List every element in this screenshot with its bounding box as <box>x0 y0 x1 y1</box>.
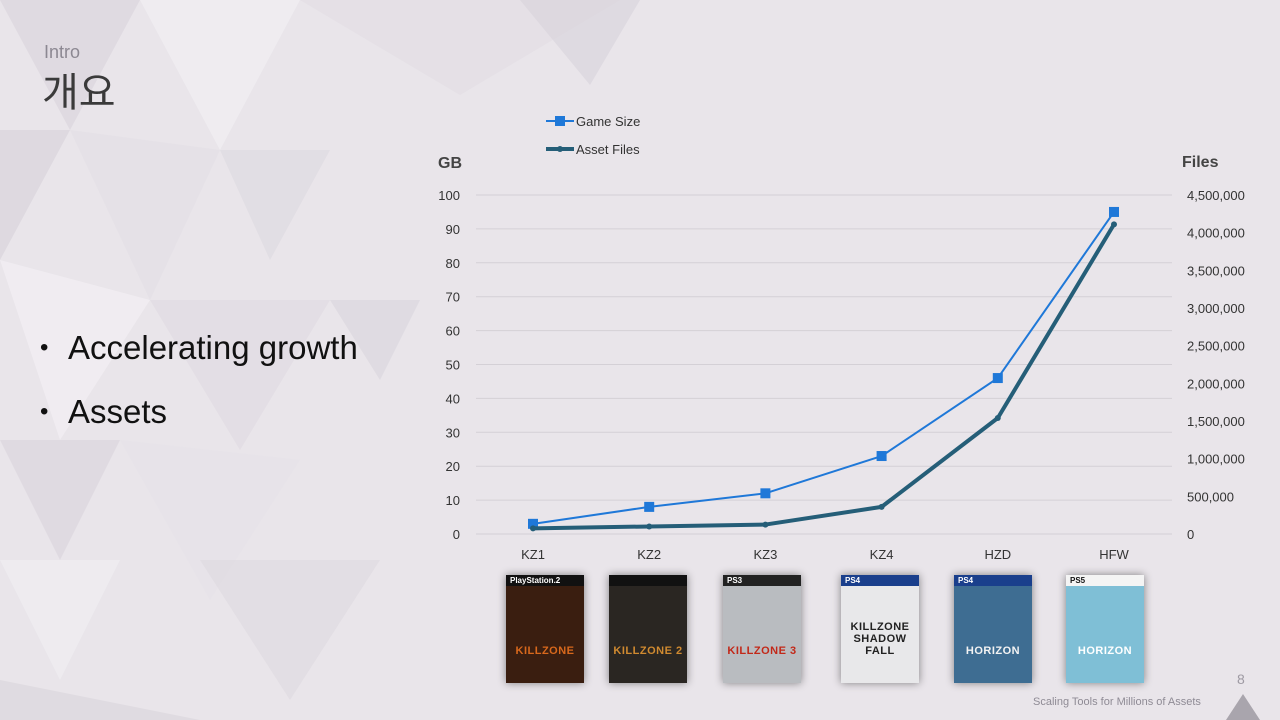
x-tick-label: HZD <box>984 547 1011 562</box>
x-tick-label: KZ3 <box>753 547 777 562</box>
bullet-text: Assets <box>68 393 168 430</box>
legend-label: Asset Files <box>576 142 640 157</box>
y2-tick-label: 1,000,000 <box>1187 452 1245 467</box>
footer-text: Scaling Tools for Millions of Assets <box>1033 696 1201 708</box>
corner-triangle <box>1226 694 1260 720</box>
y-tick-label: 80 <box>446 256 460 271</box>
cover-title: KILLZONE <box>515 645 575 657</box>
bullet-list: • Accelerating growth • Assets <box>40 326 358 454</box>
legend-label: Game Size <box>576 114 640 129</box>
data-point <box>992 373 1003 384</box>
legend-marker <box>555 116 565 126</box>
y-axis-label: GB <box>438 155 462 172</box>
bullet-dot: • <box>40 398 49 425</box>
y2-tick-label: 500,000 <box>1187 489 1234 504</box>
cover-platform-band: PS3 <box>723 575 801 586</box>
y2-tick-label: 4,000,000 <box>1187 226 1245 241</box>
data-point <box>1109 206 1119 217</box>
y2-tick-label: 3,500,000 <box>1187 263 1245 278</box>
page-number: 8 <box>1237 671 1245 687</box>
data-point <box>762 521 769 528</box>
x-tick-label: HFW <box>1099 547 1129 562</box>
y-tick-label: 70 <box>446 290 460 305</box>
cover-title: HORIZON <box>1077 645 1133 657</box>
bullet-text: Accelerating growth <box>68 329 358 366</box>
x-tick-label: KZ4 <box>870 547 894 562</box>
slide-title: 개요 <box>42 70 116 116</box>
game-cover: PS3 KILLZONE 3 <box>723 575 801 683</box>
y2-tick-label: 1,500,000 <box>1187 414 1245 429</box>
y-tick-label: 40 <box>446 391 460 406</box>
data-point <box>644 501 655 512</box>
slide-subtitle: Intro <box>44 42 81 62</box>
y-tick-label: 10 <box>446 493 460 508</box>
bullet-item: • Accelerating growth <box>40 326 358 390</box>
legend-marker <box>557 146 563 152</box>
game-cover: PS4 HORIZON <box>954 575 1032 683</box>
cover-platform-band: PlayStation.2 <box>506 575 584 586</box>
y-tick-label: 100 <box>438 188 460 203</box>
data-point <box>1111 221 1117 228</box>
bullet-item: • Assets <box>40 390 358 454</box>
y-tick-label: 20 <box>446 459 460 474</box>
cover-platform-band: PS5 <box>1066 575 1144 586</box>
bullet-dot: • <box>40 334 49 361</box>
y2-tick-label: 3,000,000 <box>1187 301 1245 316</box>
x-tick-label: KZ1 <box>521 547 545 562</box>
cover-title: KILLZONE SHADOW FALL <box>850 621 910 657</box>
data-point <box>530 525 536 532</box>
y-tick-label: 50 <box>446 358 460 373</box>
x-tick-label: KZ2 <box>637 547 661 562</box>
y-tick-label: 90 <box>446 222 460 237</box>
cover-platform-band <box>609 575 687 586</box>
y-tick-label: 0 <box>453 527 460 542</box>
y-tick-label: 30 <box>446 425 460 440</box>
game-cover: PlayStation.2 KILLZONE <box>506 575 584 683</box>
series-line-0 <box>532 211 1115 525</box>
data-point <box>876 451 887 462</box>
data-point <box>760 488 771 499</box>
data-point <box>646 523 653 530</box>
cover-title: KILLZONE 2 <box>613 645 683 657</box>
y2-axis-label: Files <box>1182 154 1219 171</box>
game-cover: KILLZONE 2 <box>609 575 687 683</box>
game-cover: PS4 KILLZONE SHADOW FALL <box>841 575 919 683</box>
y2-tick-label: 2,000,000 <box>1187 376 1245 391</box>
data-point <box>528 518 538 529</box>
game-cover: PS5 HORIZON <box>1066 575 1144 683</box>
y2-tick-label: 2,500,000 <box>1187 339 1245 354</box>
cover-platform-band: PS4 <box>954 575 1032 586</box>
cover-title: HORIZON <box>965 645 1021 657</box>
data-point <box>878 503 885 510</box>
cover-title: KILLZONE 3 <box>727 645 797 657</box>
cover-platform-band: PS4 <box>841 575 919 586</box>
series-line-1 <box>532 223 1116 531</box>
data-point <box>994 414 1001 421</box>
y2-tick-label: 0 <box>1187 527 1194 542</box>
y2-tick-label: 4,500,000 <box>1187 188 1245 203</box>
y-tick-label: 60 <box>446 324 460 339</box>
